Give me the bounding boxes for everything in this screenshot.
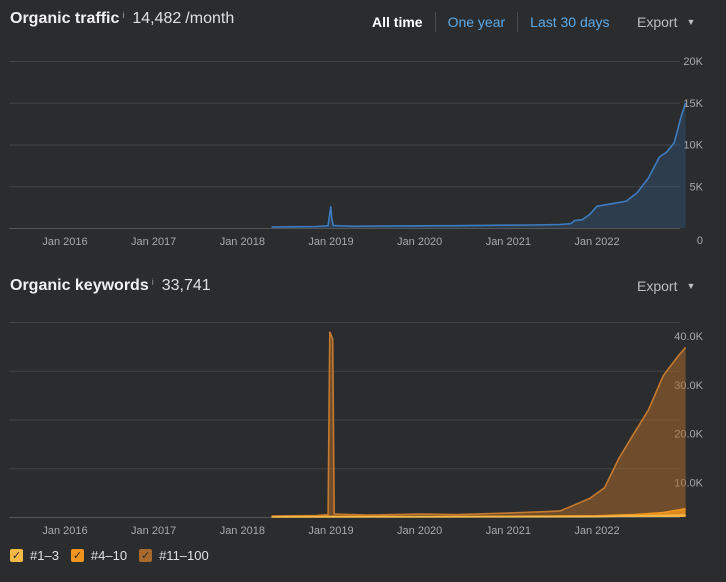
x-tick-label: Jan 2022 — [574, 236, 619, 248]
x-tick-label: Jan 2016 — [42, 236, 87, 248]
traffic-line — [271, 102, 687, 228]
keywords-legend: ✓ #1–3 ✓ #4–10 ✓ #11–100 — [10, 548, 209, 563]
x-tick-label: Jan 2018 — [220, 525, 265, 537]
traffic-title: Organic traffic — [10, 10, 120, 27]
caret-down-icon: ▼ — [686, 281, 696, 291]
x-tick-label: Jan 2020 — [397, 236, 442, 248]
y-tick-label: 0 — [697, 235, 703, 247]
legend-label: #11–100 — [159, 548, 209, 563]
legend-item-11-100[interactable]: ✓ #11–100 — [139, 548, 209, 563]
y-tick-label: 15K — [683, 98, 703, 110]
x-tick-label: Jan 2021 — [486, 525, 531, 537]
legend-label: #1–3 — [30, 548, 59, 563]
keywords-area-2 — [271, 515, 686, 517]
x-tick-label: Jan 2016 — [42, 525, 87, 537]
traffic-chart: 20K 15K 10K 5K 0 Jan 2016 Jan 2017 Jan 2018 Jan … — [9, 56, 704, 248]
x-tick-label: Jan 2018 — [220, 236, 265, 248]
keywords-line-2 — [271, 514, 686, 518]
y-tick-label: 10K — [683, 140, 703, 152]
keywords-title: Organic keywords — [10, 277, 149, 294]
y-tick-label: 20K — [683, 56, 703, 68]
traffic-info-icon[interactable]: i — [122, 10, 125, 20]
x-tick-label: Jan 2017 — [131, 525, 176, 537]
tab-one-year[interactable]: One year — [434, 12, 518, 32]
keywords-export-label: Export — [637, 278, 678, 294]
keywords-line-0 — [271, 331, 687, 517]
traffic-unit: /month — [185, 10, 235, 27]
legend-label: #4–10 — [90, 548, 128, 563]
keywords-header: Organic keywords i 33,741 — [10, 277, 211, 295]
keywords-area-0 — [271, 331, 686, 517]
traffic-header: Organic traffic i 14,482 /month — [10, 10, 234, 28]
time-range-tabs: All time One year Last 30 days — [372, 12, 622, 32]
x-tick-label: Jan 2019 — [308, 525, 353, 537]
checkbox-checked-icon[interactable]: ✓ — [70, 549, 84, 562]
x-tick-label: Jan 2022 — [574, 525, 619, 537]
traffic-export-label: Export — [637, 14, 678, 30]
x-tick-label: Jan 2019 — [308, 236, 353, 248]
traffic-export-button[interactable]: Export ▼ — [637, 14, 695, 30]
checkbox-checked-icon[interactable]: ✓ — [139, 549, 153, 562]
tab-all-time[interactable]: All time — [372, 14, 423, 30]
x-tick-label: Jan 2020 — [397, 525, 442, 537]
checkbox-checked-icon[interactable]: ✓ — [10, 549, 23, 562]
y-tick-label: 40.0K — [674, 331, 703, 343]
caret-down-icon: ▼ — [686, 17, 696, 27]
x-tick-label: Jan 2017 — [131, 236, 176, 248]
legend-item-4-10[interactable]: ✓ #4–10 — [70, 548, 128, 563]
traffic-value: 14,482 — [132, 10, 182, 27]
legend-item-top3[interactable]: ✓ #1–3 — [10, 548, 59, 563]
y-tick-label: 5K — [690, 181, 704, 193]
keywords-info-icon[interactable]: i — [151, 277, 154, 287]
keywords-value: 33,741 — [161, 277, 211, 294]
keywords-export-button[interactable]: Export ▼ — [637, 278, 695, 294]
x-tick-label: Jan 2021 — [486, 236, 531, 248]
tab-last-30-days[interactable]: Last 30 days — [517, 12, 621, 32]
traffic-area — [271, 102, 686, 228]
